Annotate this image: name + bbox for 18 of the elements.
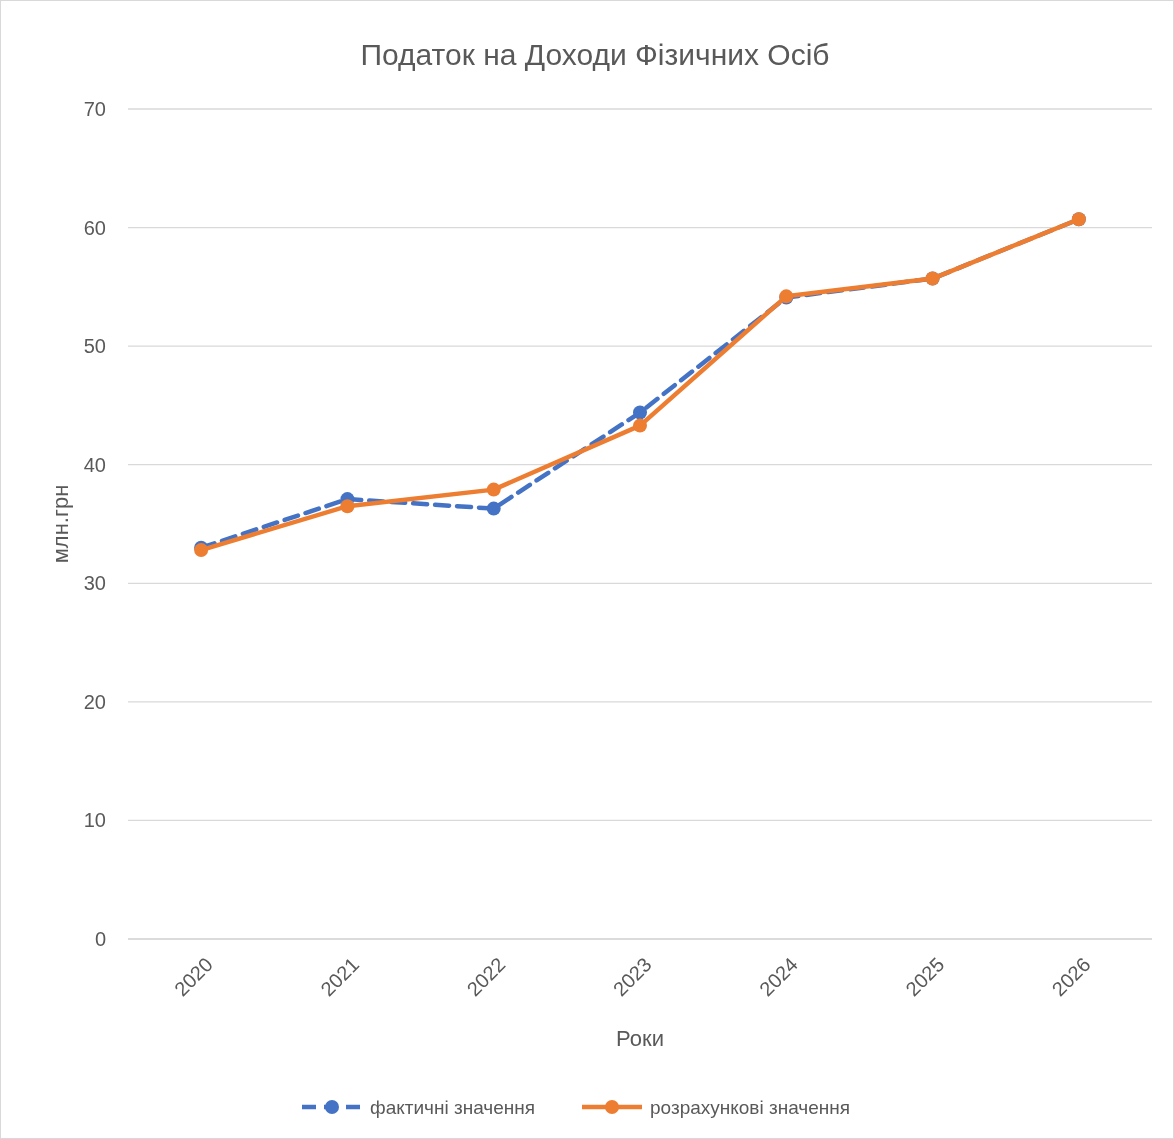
legend-label: розрахункові значення (650, 1096, 851, 1118)
y-tick-label: 60 (83, 216, 106, 239)
point (486, 482, 501, 497)
y-tick-label: 50 (83, 335, 106, 358)
y-axis-title: млн.грн (48, 484, 73, 564)
y-tick-label: 70 (83, 98, 106, 120)
y-tick-label: 40 (83, 453, 106, 476)
x-axis-title: Роки (616, 1026, 664, 1051)
y-tick-label: 20 (83, 690, 106, 713)
chart-title: Податок на Доходи Фізичних Осіб (360, 38, 830, 71)
point (633, 405, 647, 420)
y-tick-label: 10 (83, 809, 106, 832)
y-tick-label: 0 (94, 928, 106, 950)
y-tick-label: 30 (83, 572, 106, 595)
legend-label: фактичні значення (370, 1096, 536, 1118)
point (486, 501, 501, 516)
point (633, 418, 647, 433)
point (340, 499, 355, 514)
